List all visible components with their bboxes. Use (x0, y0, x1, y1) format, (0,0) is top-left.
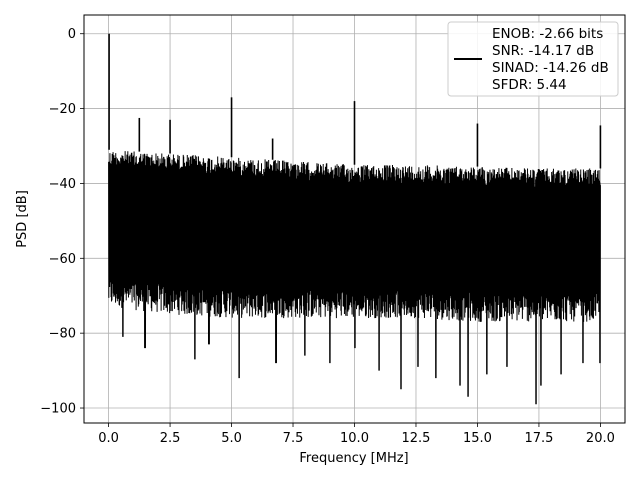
x-axis-label: Frequency [MHz] (299, 451, 408, 466)
legend-box (447, 21, 619, 97)
spur-lines (108, 33, 602, 169)
x-tick-label: 2.5 (160, 431, 181, 446)
x-tick-label: 7.5 (283, 431, 304, 446)
x-tick-label: 12.5 (402, 431, 431, 446)
y-tick-label: −80 (49, 327, 76, 342)
y-tick-label: 0 (68, 27, 76, 42)
x-tick-label: 17.5 (524, 431, 553, 446)
x-tick-label: 0.0 (98, 431, 119, 446)
y-tick-label: −20 (49, 102, 76, 117)
legend-sfdr: SFDR: 5.44 (492, 77, 567, 93)
x-tick-label: 10.0 (340, 431, 369, 446)
y-axis-ticks: 0 −20 −40 −60 −80 −100 (40, 27, 84, 417)
y-axis-label: PSD [dB] (15, 190, 30, 248)
x-axis-ticks: 0.0 2.5 5.0 7.5 10.0 12.5 15.0 17.5 20.0 (98, 423, 615, 446)
x-tick-label: 20.0 (586, 431, 615, 446)
y-tick-label: −60 (49, 252, 76, 267)
psd-trace (108, 151, 601, 405)
legend: ENOB: -2.66 bits SNR: -14.17 dB SINAD: -… (447, 21, 619, 97)
y-tick-label: −40 (49, 177, 76, 192)
y-tick-label: −100 (40, 402, 76, 417)
legend-snr: SNR: -14.17 dB (492, 43, 594, 59)
legend-enob: ENOB: -2.66 bits (492, 26, 603, 42)
x-tick-label: 5.0 (221, 431, 242, 446)
x-tick-label: 15.0 (463, 431, 492, 446)
legend-sinad: SINAD: -14.26 dB (492, 60, 609, 76)
